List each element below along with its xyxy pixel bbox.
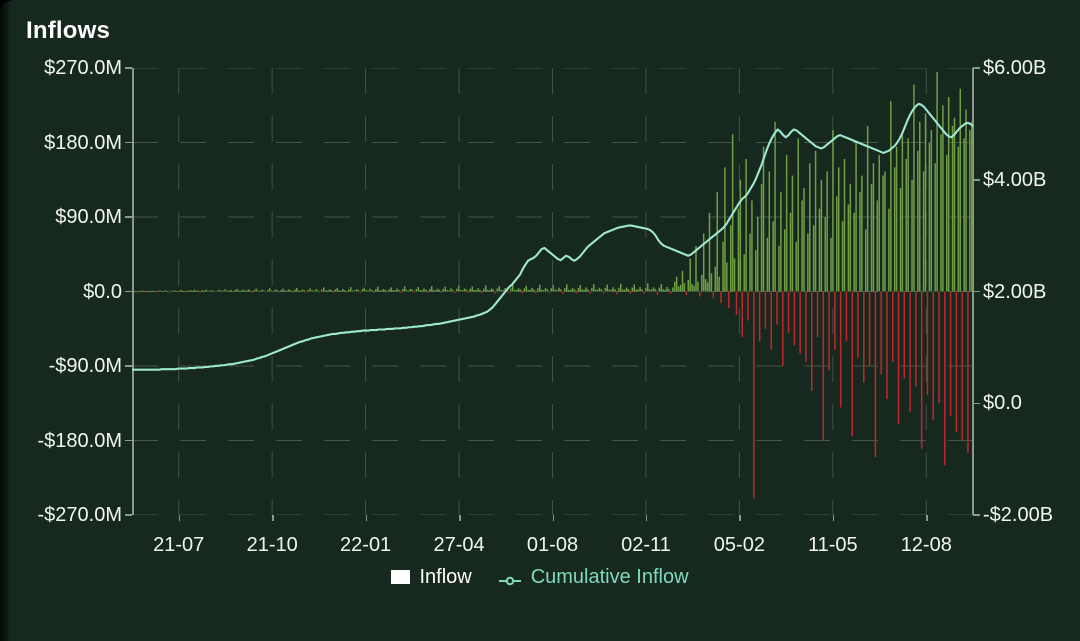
- y-axis-left-tick: $270.0M: [44, 57, 122, 79]
- legend-label-cumulative-inflow: Cumulative Inflow: [530, 566, 689, 588]
- y-axis-left-tick-mark: [125, 439, 132, 442]
- line-dot-icon: [498, 571, 522, 586]
- x-axis-tick-mark: [552, 515, 554, 521]
- chart-legend: Inflow Cumulative Inflow: [0, 567, 1080, 587]
- y-axis-left-tick: -$180.0M: [37, 429, 123, 452]
- y-axis-left-tick-mark: [125, 67, 132, 69]
- x-axis-tick-mark: [272, 515, 274, 521]
- x-axis-tick-mark: [178, 515, 181, 521]
- y-axis-left-tick: $90.0M: [55, 206, 122, 228]
- y-axis-left-tick: -$270.0M: [37, 504, 123, 526]
- y-axis-left-tick: -$90.0M: [48, 355, 122, 377]
- x-axis-tick: 22-01: [340, 534, 392, 556]
- x-axis-tick-mark: [645, 515, 648, 521]
- y-axis-left-tick-mark: [125, 514, 132, 516]
- y-axis-left-tick: $180.0M: [44, 131, 122, 154]
- x-axis-tick: 27-04: [433, 534, 485, 556]
- x-axis-tick-mark: [365, 515, 368, 521]
- legend-label-inflow: Inflow: [419, 566, 472, 588]
- x-axis-tick: 01-08: [526, 534, 579, 556]
- x-axis-tick: 02-11: [621, 534, 671, 556]
- y-axis-left-tick-mark: [125, 141, 132, 144]
- y-axis-left-tick: $0.0: [83, 280, 122, 303]
- y-axis-right-spine: [972, 68, 974, 515]
- x-axis-tick: 12-08: [900, 534, 952, 556]
- x-axis-tick-mark: [739, 515, 741, 521]
- plot-area: [132, 68, 973, 515]
- x-axis-tick: 21-07: [153, 534, 205, 556]
- y-axis-left-tick-mark: [125, 216, 132, 218]
- x-axis-tick-mark: [832, 515, 835, 521]
- y-axis-right-tick: $6.00B: [983, 57, 1047, 79]
- x-axis-tick-mark: [459, 515, 461, 521]
- y-axis-right-tick-mark: [973, 290, 980, 293]
- y-axis-right-tick-mark: [973, 402, 980, 404]
- y-axis-right-tick-mark: [973, 179, 980, 181]
- card-left-edge-shade: [0, 0, 11, 641]
- chart-series: [132, 72, 973, 499]
- x-axis-tick-mark: [926, 515, 928, 521]
- x-axis-tick: 05-02: [713, 534, 765, 556]
- legend-item-inflow[interactable]: Inflow: [391, 566, 472, 588]
- page-title: Inflows: [26, 17, 111, 44]
- x-axis-tick: 21-10: [246, 534, 298, 556]
- y-axis-right-tick: $4.00B: [983, 168, 1047, 191]
- legend-item-cumulative-inflow[interactable]: Cumulative Inflow: [498, 567, 689, 587]
- y-axis-right-tick-mark: [973, 514, 980, 516]
- x-axis-tick: 11-05: [807, 534, 858, 556]
- y-axis-right-tick: $0.0: [983, 392, 1022, 415]
- y-axis-left-tick-mark: [125, 365, 132, 367]
- y-axis-right-tick: -$2.00B: [983, 504, 1054, 526]
- y-axis-left-tick-mark: [125, 290, 132, 293]
- y-axis-right-tick-mark: [973, 67, 980, 69]
- y-axis-right-tick: $2.00B: [983, 280, 1047, 303]
- square-swatch-icon: [391, 570, 411, 584]
